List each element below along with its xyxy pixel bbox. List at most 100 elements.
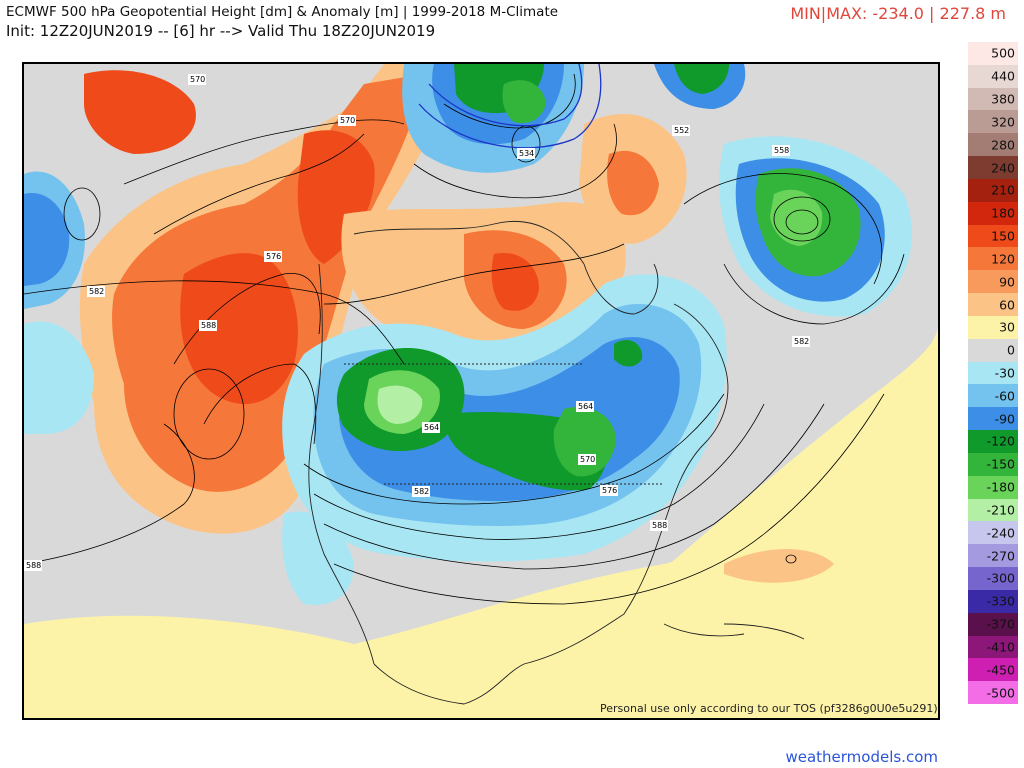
legend-swatch <box>968 407 1018 431</box>
anomaly-map: 570 570 576 582 588 534 552 558 582 564 … <box>24 64 938 718</box>
legend-label: -180 <box>986 479 1015 495</box>
legend-label: -330 <box>986 593 1015 609</box>
legend-row: 210 <box>968 178 1018 202</box>
legend-row: -60 <box>968 384 1018 408</box>
legend-row: -300 <box>968 567 1018 590</box>
contour-label: 564 <box>424 423 439 432</box>
legend-label: 90 <box>999 274 1015 290</box>
legend-row: -150 <box>968 452 1018 476</box>
legend-swatch <box>968 178 1018 202</box>
legend-swatch <box>968 270 1018 294</box>
legend-row: -30 <box>968 361 1018 385</box>
legend-row: 280 <box>968 133 1018 157</box>
legend-label: -500 <box>986 685 1015 701</box>
legend-label: 0 <box>1007 342 1015 358</box>
contour-label: 588 <box>26 561 41 570</box>
legend-row: 240 <box>968 156 1018 179</box>
legend-swatch <box>968 156 1018 179</box>
legend-row: -370 <box>968 612 1018 636</box>
contour-label: 534 <box>519 149 534 158</box>
contour-label: 552 <box>674 126 689 135</box>
legend-row: 0 <box>968 338 1018 362</box>
legend-row: 440 <box>968 64 1018 88</box>
orange-anomaly-caribbean <box>724 549 834 583</box>
contour-label: 588 <box>201 321 216 330</box>
legend-swatch <box>968 87 1018 111</box>
legend-row: 320 <box>968 110 1018 134</box>
chart-title: ECMWF 500 hPa Geopotential Height [dm] &… <box>6 4 559 20</box>
legend-label: -120 <box>986 433 1015 449</box>
map-panel: 570 570 576 582 588 534 552 558 582 564 … <box>22 62 940 720</box>
legend-swatch <box>968 42 1018 65</box>
legend-label: 320 <box>991 114 1015 130</box>
legend-swatch <box>968 430 1018 453</box>
color-legend: 500 440 380 320 280 240 210 180 150 120 90 60 30 0 -30… <box>968 42 1018 705</box>
legend-label: 30 <box>999 319 1015 335</box>
legend-row: -90 <box>968 407 1018 431</box>
contour-label: 558 <box>774 146 789 155</box>
legend-row: 150 <box>968 224 1018 248</box>
height-contours <box>24 73 905 605</box>
legend-swatch <box>968 612 1018 636</box>
legend-swatch <box>968 315 1018 339</box>
legend-swatch <box>968 247 1018 271</box>
tos-notice: Personal use only according to our TOS (… <box>600 702 938 715</box>
legend-swatch <box>968 64 1018 88</box>
legend-row: 60 <box>968 293 1018 316</box>
legend-label: -300 <box>986 570 1015 586</box>
legend-label: -240 <box>986 525 1015 541</box>
legend-swatch <box>968 133 1018 157</box>
legend-swatch <box>968 361 1018 385</box>
legend-row: -180 <box>968 475 1018 499</box>
legend-label: 120 <box>991 251 1015 267</box>
legend-row: 90 <box>968 270 1018 294</box>
legend-label: -150 <box>986 456 1015 472</box>
coastlines <box>308 220 805 705</box>
legend-swatch <box>968 110 1018 134</box>
legend-swatch <box>968 589 1018 613</box>
trough-anomaly-ohio-valley <box>553 407 616 477</box>
contour-label: 570 <box>190 75 205 84</box>
legend-label: 180 <box>991 205 1015 221</box>
contour-label-group: 570 570 576 582 588 534 552 558 582 564 … <box>24 74 810 571</box>
legend-row: -120 <box>968 430 1018 453</box>
trough-anomaly-labrador <box>614 339 643 367</box>
legend-label: 380 <box>991 91 1015 107</box>
legend-swatch <box>968 544 1018 568</box>
contour-label: 582 <box>794 337 809 346</box>
legend-label: 240 <box>991 160 1015 176</box>
init-valid-time: Init: 12Z20JUN2019 -- [6] hr --> Valid T… <box>6 22 436 40</box>
legend-label: 60 <box>999 297 1015 313</box>
ridge-anomaly-alaska <box>84 70 196 154</box>
contour-label: 588 <box>652 521 667 530</box>
legend-label: -90 <box>994 411 1015 427</box>
legend-label: 150 <box>991 228 1015 244</box>
legend-label: 500 <box>991 45 1015 61</box>
legend-row: -270 <box>968 544 1018 568</box>
legend-label: -30 <box>994 365 1015 381</box>
legend-label: -60 <box>994 388 1015 404</box>
legend-swatch <box>968 681 1018 705</box>
legend-label: 440 <box>991 68 1015 84</box>
legend-row: 380 <box>968 87 1018 111</box>
trough-anomaly-greenland-sea-green <box>674 64 729 94</box>
legend-row: -330 <box>968 589 1018 613</box>
ridge-anomaly-greenland-core <box>607 150 659 216</box>
legend-row: -450 <box>968 658 1018 682</box>
ridge-anomaly-hudson-max <box>491 253 539 311</box>
legend-row: 30 <box>968 315 1018 339</box>
legend-row: 120 <box>968 247 1018 271</box>
legend-label: -370 <box>986 616 1015 632</box>
legend-label: 210 <box>991 182 1015 198</box>
min-max-readout: MIN|MAX: -234.0 | 227.8 m <box>790 4 1006 23</box>
legend-swatch <box>968 293 1018 316</box>
contour-label: 570 <box>580 455 595 464</box>
legend-row: -410 <box>968 635 1018 659</box>
height-contours-blue <box>418 64 602 149</box>
legend-row: 180 <box>968 201 1018 225</box>
site-link[interactable]: weathermodels.com <box>785 748 938 766</box>
contour-label: 582 <box>89 287 104 296</box>
contour-label: 564 <box>578 402 593 411</box>
legend-row: -240 <box>968 521 1018 545</box>
trough-anomaly-baja <box>282 511 354 605</box>
